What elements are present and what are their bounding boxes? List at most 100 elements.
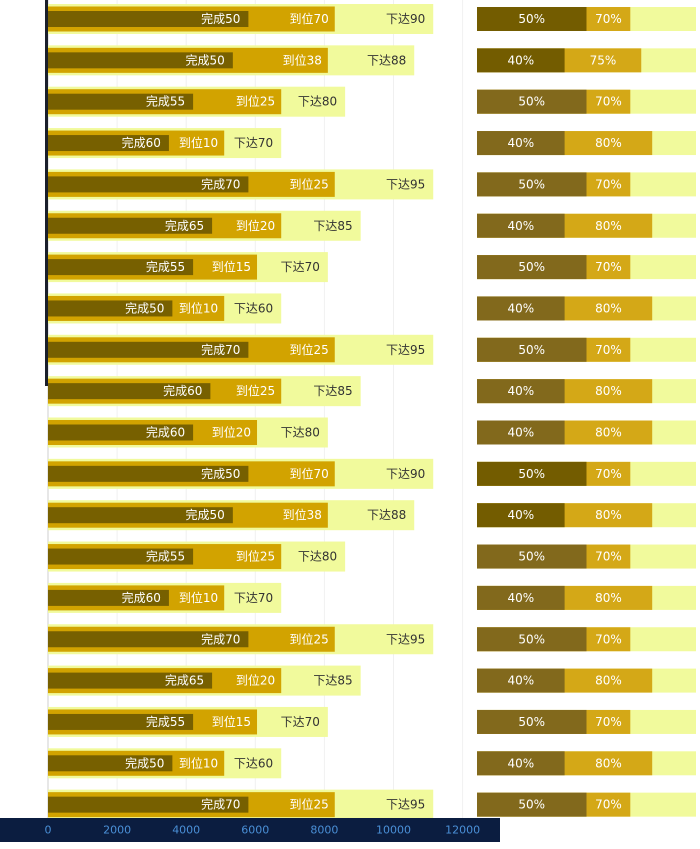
label-daowei-5: 到位20 <box>236 218 275 233</box>
ratio-a-label-4: 50% <box>518 177 545 191</box>
label-wancheng-13: 完成55 <box>146 549 185 564</box>
label-daowei-12: 到位38 <box>283 507 322 522</box>
label-xiada-13: 下达80 <box>298 550 337 564</box>
ratio-a-label-13: 50% <box>518 550 545 564</box>
ratio-a-label-6: 50% <box>518 260 545 274</box>
label-wancheng-9: 完成60 <box>163 383 202 398</box>
label-wancheng-2: 完成55 <box>146 94 185 109</box>
ratio-b-label-9: 80% <box>595 384 622 398</box>
x-tick-0: 0 <box>45 824 52 837</box>
ratio-a-label-14: 40% <box>507 591 534 605</box>
label-wancheng-5: 完成65 <box>165 218 204 233</box>
label-xiada-8: 下达95 <box>386 343 425 357</box>
ratio-a-label-10: 40% <box>507 426 534 440</box>
ratio-a-bar-16 <box>477 668 565 693</box>
ratio-a-label-15: 50% <box>518 632 545 646</box>
label-xiada-12: 下达88 <box>367 508 406 522</box>
label-wancheng-0: 完成50 <box>201 11 240 26</box>
x-tick-4: 8000 <box>310 824 338 837</box>
bar-wancheng-14 <box>48 589 169 606</box>
bar-wancheng-7 <box>48 300 173 317</box>
ratio-a-label-5: 40% <box>507 219 534 233</box>
ratio-a-label-16: 40% <box>507 674 534 688</box>
label-xiada-1: 下达88 <box>367 53 406 67</box>
label-xiada-0: 下达90 <box>386 12 425 26</box>
label-wancheng-17: 完成55 <box>146 714 185 729</box>
label-xiada-14: 下达70 <box>234 591 273 605</box>
label-wancheng-19: 完成70 <box>201 797 240 812</box>
label-wancheng-6: 完成55 <box>146 259 185 274</box>
ratio-b-label-1: 75% <box>590 53 617 67</box>
ratio-b-label-11: 70% <box>595 467 622 481</box>
label-wancheng-18: 完成50 <box>125 755 164 770</box>
bar-wancheng-0 <box>48 11 249 27</box>
ratio-b-label-0: 70% <box>595 12 622 26</box>
ratio-a-label-0: 50% <box>518 12 545 26</box>
label-daowei-18: 到位10 <box>179 755 218 770</box>
label-wancheng-4: 完成70 <box>201 176 240 191</box>
bar-wancheng-17 <box>48 713 194 730</box>
bar-wancheng-13 <box>48 548 194 565</box>
ratio-a-label-12: 40% <box>507 508 534 522</box>
label-wancheng-10: 完成60 <box>146 425 185 440</box>
bar-wancheng-15 <box>48 631 249 648</box>
x-axis-band <box>0 818 500 842</box>
ratio-b-label-10: 80% <box>595 426 622 440</box>
ratio-b-label-12: 80% <box>595 508 622 522</box>
label-xiada-15: 下达95 <box>386 632 425 646</box>
ratio-a-bar-1 <box>477 48 565 73</box>
label-daowei-3: 到位10 <box>179 135 218 150</box>
ratio-a-label-11: 50% <box>518 467 545 481</box>
ratio-a-bar-13 <box>477 544 587 569</box>
x-tick-3: 6000 <box>241 824 269 837</box>
ratio-b-label-15: 70% <box>595 632 622 646</box>
ratio-b-label-7: 80% <box>595 301 622 315</box>
label-xiada-2: 下达80 <box>298 95 337 109</box>
bar-wancheng-10 <box>48 424 194 441</box>
label-daowei-16: 到位20 <box>236 673 275 688</box>
label-xiada-16: 下达85 <box>313 674 352 688</box>
label-wancheng-1: 完成50 <box>186 52 225 67</box>
bar-wancheng-9 <box>48 383 211 400</box>
ratio-b-label-5: 80% <box>595 219 622 233</box>
label-daowei-2: 到位25 <box>236 94 275 109</box>
ratio-a-label-2: 50% <box>518 95 545 109</box>
ratio-b-label-16: 80% <box>595 674 622 688</box>
ratio-a-label-9: 40% <box>507 384 534 398</box>
ratio-b-label-2: 70% <box>595 95 622 109</box>
label-wancheng-16: 完成65 <box>165 673 204 688</box>
ratio-b-label-18: 80% <box>595 756 622 770</box>
ratio-a-bar-7 <box>477 296 565 321</box>
label-daowei-7: 到位10 <box>179 300 218 315</box>
label-wancheng-15: 完成70 <box>201 631 240 646</box>
x-tick-5: 10000 <box>376 824 411 837</box>
ratio-a-bar-5 <box>477 213 565 238</box>
bar-wancheng-2 <box>48 93 194 110</box>
ratio-b-label-4: 70% <box>595 177 622 191</box>
x-tick-2: 4000 <box>172 824 200 837</box>
label-daowei-15: 到位25 <box>289 631 328 646</box>
ratio-a-label-3: 40% <box>507 136 534 150</box>
label-daowei-11: 到位70 <box>289 466 328 481</box>
bar-wancheng-8 <box>48 341 249 358</box>
label-daowei-14: 到位10 <box>179 590 218 605</box>
label-daowei-0: 到位70 <box>289 11 328 26</box>
ratio-a-bar-6 <box>477 255 587 280</box>
ratio-b-label-17: 70% <box>595 715 622 729</box>
label-xiada-18: 下达60 <box>234 756 273 770</box>
label-xiada-17: 下达70 <box>281 715 320 729</box>
ratio-a-bar-19 <box>477 792 587 817</box>
label-xiada-11: 下达90 <box>386 467 425 481</box>
ratio-a-bar-18 <box>477 751 565 776</box>
ratio-a-bar-12 <box>477 503 565 528</box>
ratio-a-bar-2 <box>477 89 587 114</box>
ratio-b-label-19: 70% <box>595 798 622 812</box>
ratio-b-label-3: 80% <box>595 136 622 150</box>
ratio-a-label-17: 50% <box>518 715 545 729</box>
ratio-a-bar-10 <box>477 420 565 445</box>
label-daowei-6: 到位15 <box>212 259 251 274</box>
label-xiada-4: 下达95 <box>386 177 425 191</box>
ratio-a-bar-14 <box>477 585 565 610</box>
label-xiada-6: 下达70 <box>281 260 320 274</box>
